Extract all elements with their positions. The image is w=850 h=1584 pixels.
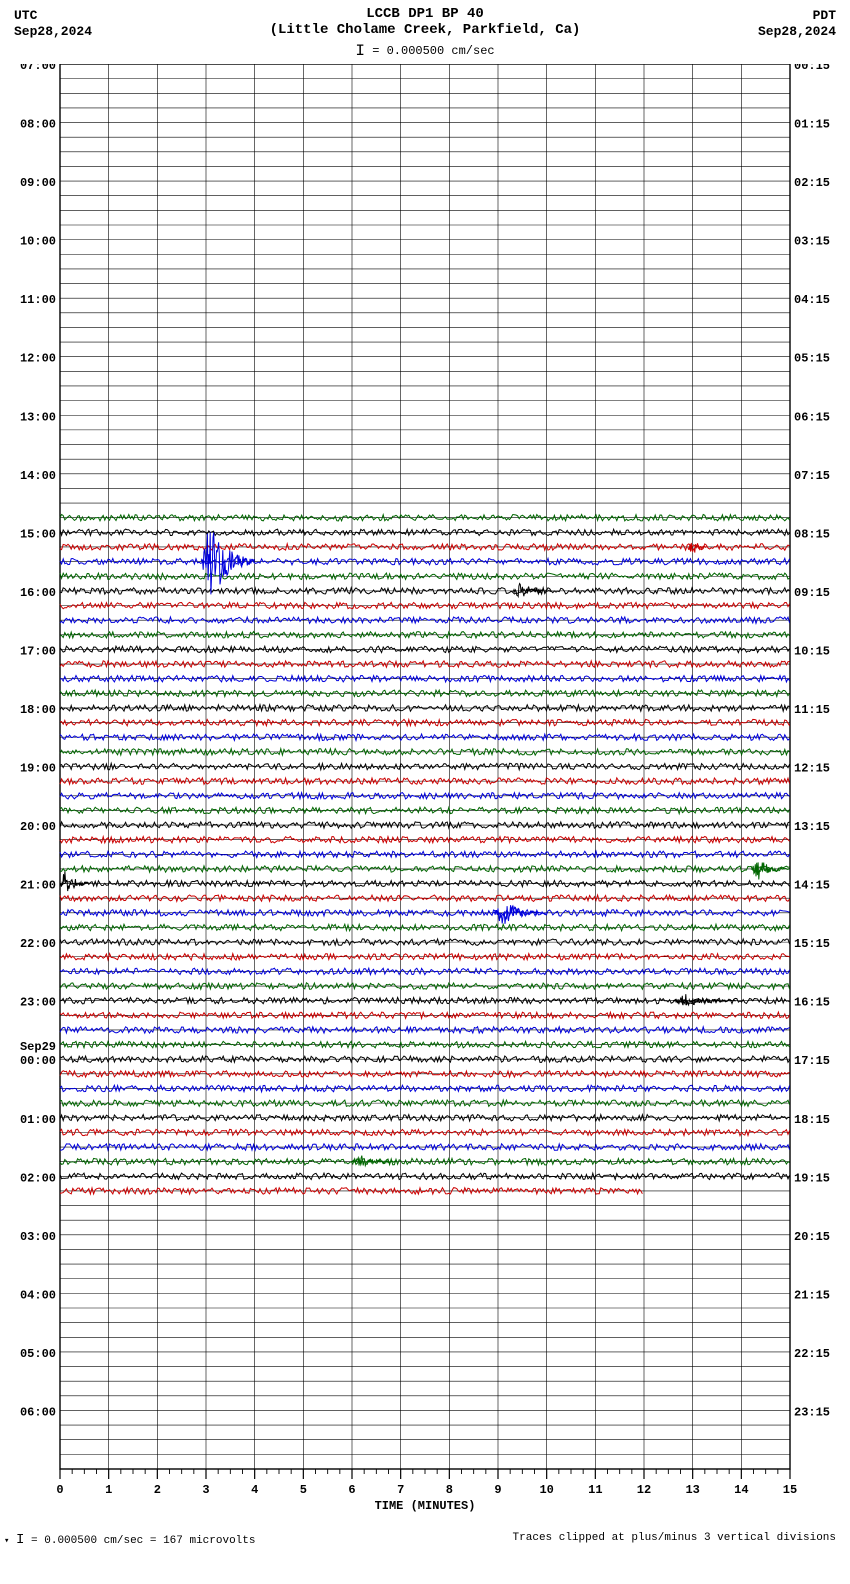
seismogram-svg: 0123456789101112131415TIME (MINUTES)07:0… <box>0 64 850 1524</box>
svg-text:02:00: 02:00 <box>20 1171 56 1185</box>
svg-text:01:00: 01:00 <box>20 1113 56 1127</box>
chart-header: UTC Sep28,2024 PDT Sep28,2024 LCCB DP1 B… <box>0 0 850 60</box>
svg-text:14:15: 14:15 <box>794 879 830 893</box>
footer-marker: ▾ <box>4 1536 9 1546</box>
chart-title-2: (Little Cholame Creek, Parkfield, Ca) <box>0 22 850 38</box>
svg-text:14:00: 14:00 <box>20 469 56 483</box>
scale-indicator: I = 0.000500 cm/sec <box>0 42 850 60</box>
svg-text:10: 10 <box>539 1483 553 1497</box>
svg-text:15:15: 15:15 <box>794 937 830 951</box>
footer-left-text: = 0.000500 cm/sec = 167 microvolts <box>31 1535 255 1547</box>
svg-text:00:15: 00:15 <box>794 64 830 73</box>
svg-text:22:00: 22:00 <box>20 937 56 951</box>
svg-text:12: 12 <box>637 1483 651 1497</box>
chart-footer: ▾ I = 0.000500 cm/sec = 167 microvolts T… <box>0 1524 850 1558</box>
left-tz-date: UTC Sep28,2024 <box>14 8 92 39</box>
svg-text:06:00: 06:00 <box>20 1406 56 1420</box>
svg-text:5: 5 <box>300 1483 307 1497</box>
svg-text:2: 2 <box>154 1483 161 1497</box>
footer-left: ▾ I = 0.000500 cm/sec = 167 microvolts <box>4 1532 255 1548</box>
svg-text:05:00: 05:00 <box>20 1347 56 1361</box>
svg-text:3: 3 <box>202 1483 209 1497</box>
svg-text:11:00: 11:00 <box>20 293 56 307</box>
svg-text:08:00: 08:00 <box>20 118 56 132</box>
scale-icon: I <box>355 42 365 60</box>
svg-text:15: 15 <box>783 1483 797 1497</box>
svg-text:08:15: 08:15 <box>794 528 830 542</box>
svg-text:13:00: 13:00 <box>20 410 56 424</box>
footer-right-text: Traces clipped at plus/minus 3 vertical … <box>513 1532 836 1548</box>
scale-icon: I <box>16 1532 24 1548</box>
svg-text:6: 6 <box>348 1483 355 1497</box>
svg-text:19:00: 19:00 <box>20 762 56 776</box>
svg-text:09:00: 09:00 <box>20 176 56 190</box>
svg-text:07:00: 07:00 <box>20 64 56 73</box>
svg-text:04:15: 04:15 <box>794 293 830 307</box>
svg-text:17:00: 17:00 <box>20 645 56 659</box>
svg-text:05:15: 05:15 <box>794 352 830 366</box>
svg-text:11: 11 <box>588 1483 602 1497</box>
seismogram-plot: 0123456789101112131415TIME (MINUTES)07:0… <box>0 64 850 1524</box>
svg-text:12:15: 12:15 <box>794 762 830 776</box>
scale-text: = 0.000500 cm/sec <box>372 44 494 58</box>
svg-text:04:00: 04:00 <box>20 1289 56 1303</box>
svg-text:8: 8 <box>446 1483 453 1497</box>
svg-text:1: 1 <box>105 1483 112 1497</box>
svg-text:13:15: 13:15 <box>794 820 830 834</box>
svg-text:21:00: 21:00 <box>20 879 56 893</box>
right-tz: PDT <box>758 8 836 24</box>
chart-title-1: LCCB DP1 BP 40 <box>0 6 850 22</box>
svg-text:18:15: 18:15 <box>794 1113 830 1127</box>
svg-text:23:15: 23:15 <box>794 1406 830 1420</box>
svg-text:20:15: 20:15 <box>794 1230 830 1244</box>
svg-text:00:00: 00:00 <box>20 1054 56 1068</box>
svg-text:15:00: 15:00 <box>20 528 56 542</box>
svg-text:02:15: 02:15 <box>794 176 830 190</box>
svg-text:9: 9 <box>494 1483 501 1497</box>
svg-text:11:15: 11:15 <box>794 703 830 717</box>
svg-text:19:15: 19:15 <box>794 1171 830 1185</box>
svg-text:14: 14 <box>734 1483 748 1497</box>
svg-text:7: 7 <box>397 1483 404 1497</box>
left-tz: UTC <box>14 8 92 24</box>
svg-text:17:15: 17:15 <box>794 1054 830 1068</box>
svg-text:4: 4 <box>251 1483 258 1497</box>
svg-text:16:15: 16:15 <box>794 996 830 1010</box>
svg-text:12:00: 12:00 <box>20 352 56 366</box>
svg-text:03:15: 03:15 <box>794 235 830 249</box>
svg-text:10:00: 10:00 <box>20 235 56 249</box>
svg-text:07:15: 07:15 <box>794 469 830 483</box>
svg-text:20:00: 20:00 <box>20 820 56 834</box>
svg-text:09:15: 09:15 <box>794 586 830 600</box>
svg-text:TIME (MINUTES): TIME (MINUTES) <box>375 1499 476 1513</box>
svg-text:10:15: 10:15 <box>794 645 830 659</box>
svg-text:06:15: 06:15 <box>794 410 830 424</box>
svg-text:18:00: 18:00 <box>20 703 56 717</box>
svg-text:21:15: 21:15 <box>794 1289 830 1303</box>
svg-text:Sep29: Sep29 <box>20 1040 56 1054</box>
svg-text:23:00: 23:00 <box>20 996 56 1010</box>
svg-text:22:15: 22:15 <box>794 1347 830 1361</box>
left-date: Sep28,2024 <box>14 24 92 40</box>
svg-text:0: 0 <box>56 1483 63 1497</box>
svg-text:13: 13 <box>685 1483 699 1497</box>
right-date: Sep28,2024 <box>758 24 836 40</box>
right-tz-date: PDT Sep28,2024 <box>758 8 836 39</box>
svg-text:03:00: 03:00 <box>20 1230 56 1244</box>
svg-text:16:00: 16:00 <box>20 586 56 600</box>
svg-text:01:15: 01:15 <box>794 118 830 132</box>
